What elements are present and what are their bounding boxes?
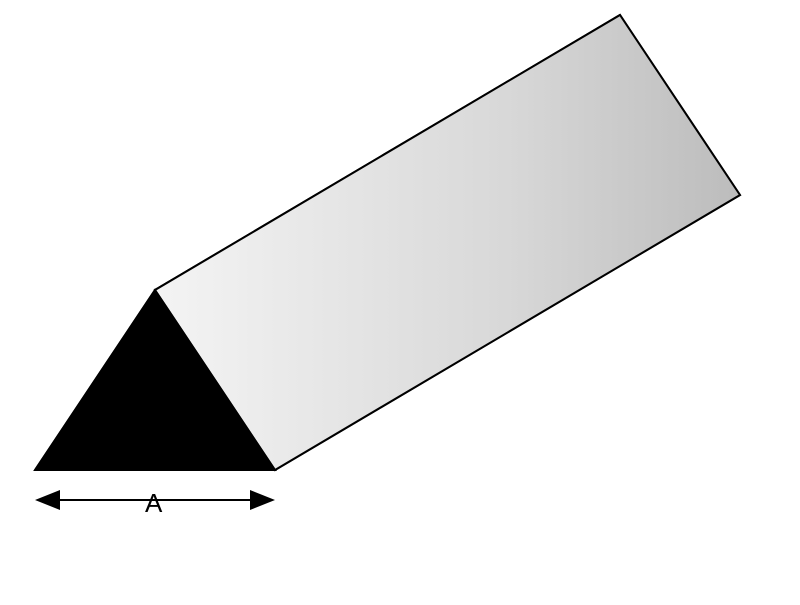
prism-svg	[0, 0, 800, 600]
prism-side-face-front	[155, 15, 740, 470]
dimension-label-a: A	[145, 488, 162, 519]
technical-diagram: A	[0, 0, 800, 600]
